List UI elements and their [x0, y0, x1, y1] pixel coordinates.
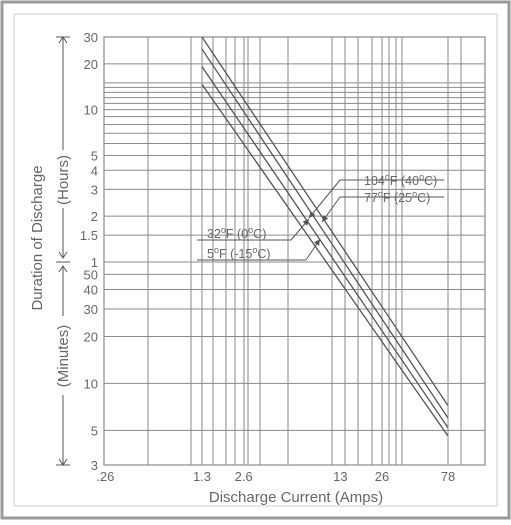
y-tick-label-minutes: 10: [84, 376, 98, 391]
x-tick-label: 78: [441, 469, 455, 484]
y-tick-label-minutes: 50: [84, 267, 98, 282]
y-tick-label-hours: 1: [91, 255, 98, 270]
y-tick-label-hours: 2: [91, 209, 98, 224]
hour-minute-markers: (Hours) (Minutes): [55, 36, 72, 466]
tick-labels: .26 1.3 2.6 13 26 7830201054321.5150403020105…: [80, 30, 455, 484]
annotation-leader: [308, 179, 341, 219]
arrowhead-icon: [313, 239, 320, 246]
y-tick-label-minutes: 30: [84, 302, 98, 317]
grid: [103, 36, 486, 466]
arrowhead-icon: [322, 215, 329, 222]
series-label: 104oF (40oC): [364, 172, 437, 188]
x-tick-label: .26: [96, 469, 114, 484]
series-line-3: [201, 66, 449, 429]
x-tick-label: 2.6: [235, 469, 253, 484]
y-tick-label-minutes: 3: [91, 458, 98, 473]
y-tick-label-hours: 3: [91, 182, 98, 197]
y-tick-label-hours: 4: [91, 163, 98, 178]
y-tick-label-minutes: 20: [84, 329, 98, 344]
x-tick-label: 1.3: [193, 469, 211, 484]
series-annotations: 104oF (40oC)77oF (25oC) 32oF (0oC) 5oF (-1…: [197, 172, 444, 261]
arrow-up-icon: [58, 265, 68, 273]
y-tick-label-hours: 30: [84, 30, 98, 45]
series-label: 32oF (0oC): [207, 225, 266, 241]
hours-label: (Hours): [55, 155, 72, 205]
arrowhead-icon: [309, 211, 316, 218]
x-tick-label: 13: [333, 469, 347, 484]
arrowhead-icon: [302, 219, 309, 226]
y-tick-label-hours: 10: [84, 103, 98, 118]
series-line-1: [201, 36, 449, 407]
y-tick-label-hours: 1.5: [80, 228, 98, 243]
arrow-down-icon: [58, 251, 68, 259]
x-axis-label: Discharge Current (Amps): [209, 489, 383, 506]
x-tick-label: 26: [375, 469, 389, 484]
series-line-2: [201, 48, 449, 419]
y-tick-label-minutes: 40: [84, 282, 98, 297]
y-tick-label-hours: 5: [91, 149, 98, 164]
series-lines: [201, 36, 449, 437]
series-label: 5oF (-15oC): [207, 245, 271, 261]
y-axis-label: Duration of Discharge: [29, 165, 46, 310]
y-tick-label-minutes: 5: [91, 423, 98, 438]
y-tick-label-hours: 20: [84, 57, 98, 72]
series-line-4: [201, 83, 449, 437]
series-label: 77oF (25oC): [364, 189, 430, 205]
axis-titles: Discharge Current (Amps) Duration of Dis…: [29, 165, 383, 506]
minutes-label: (Minutes): [55, 325, 72, 388]
